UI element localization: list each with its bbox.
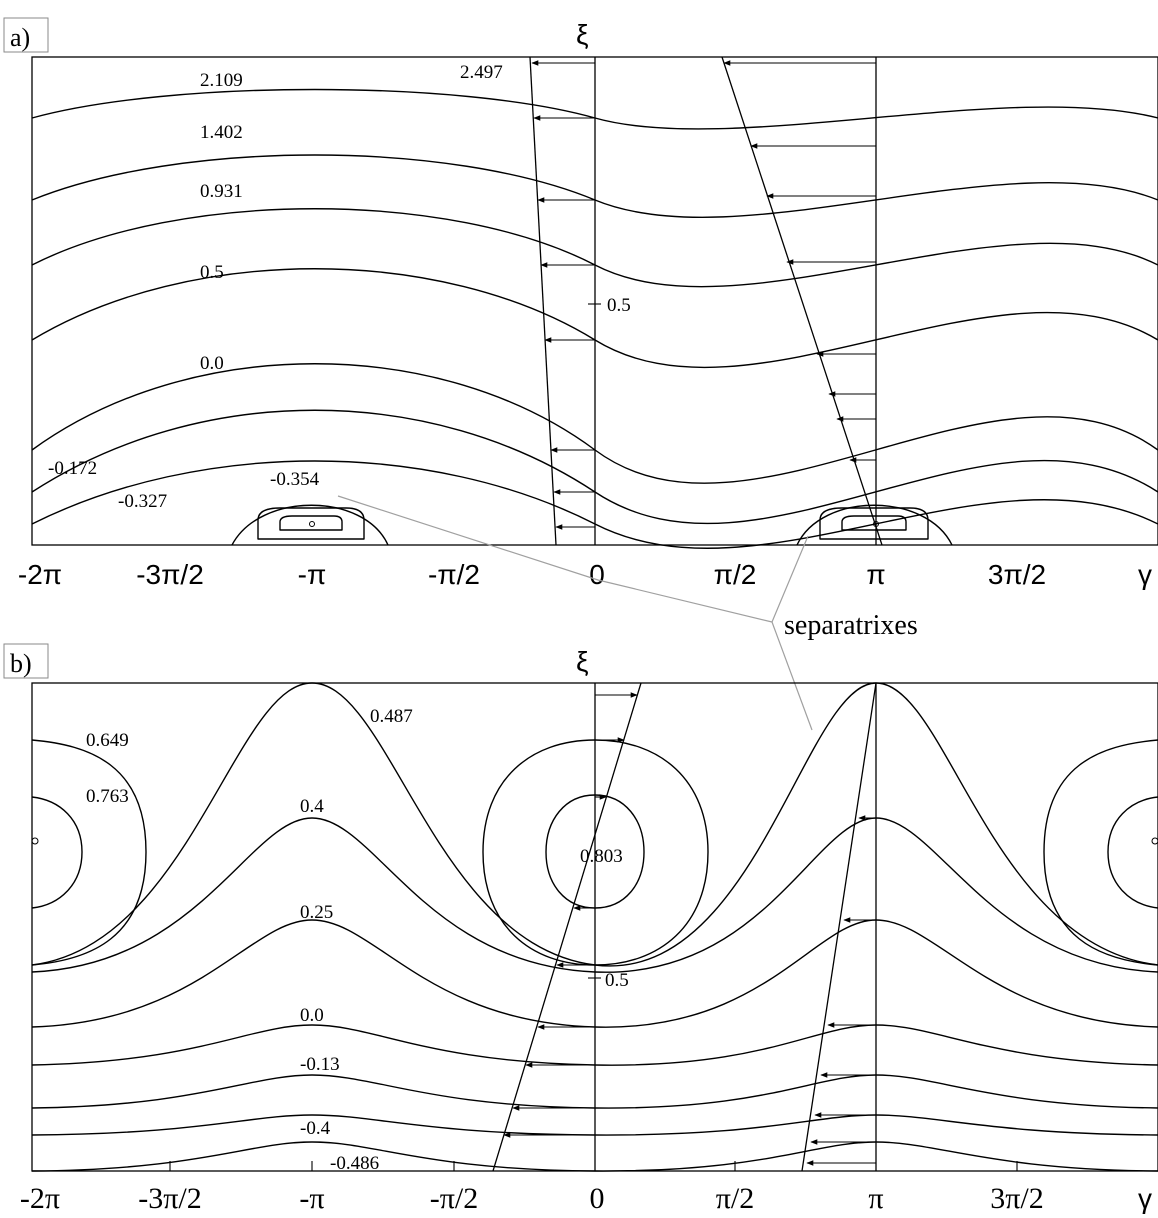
separatrixes-label: separatrixes — [784, 610, 918, 641]
panel-b-arrows — [503, 692, 876, 1166]
fixed-point — [1151, 837, 1158, 845]
panel-a-label: a) — [10, 23, 30, 52]
level-label: 0.931 — [200, 181, 243, 202]
level-curve — [31, 409, 1158, 525]
panel-b-level-labels: 0.649 0.763 0.487 0.4 0.25 0.0 -0.13 -0.… — [86, 706, 623, 1174]
panel-b-y-tick-label: 0.5 — [605, 970, 629, 991]
level-curve — [31, 460, 1158, 549]
level-label: -0.327 — [118, 491, 167, 512]
x-tick-label: 0 — [590, 1182, 605, 1215]
panel-a-x-axis-name: γ — [1138, 559, 1152, 590]
level-label: 1.402 — [200, 122, 243, 143]
separatrix-loop — [231, 504, 389, 546]
leader-line — [337, 495, 773, 623]
panel-a-y-tick-label: 0.5 — [607, 295, 631, 316]
level-curve — [31, 363, 1158, 484]
level-label: 0.0 — [200, 353, 224, 374]
level-label: -0.486 — [330, 1153, 379, 1174]
x-tick-label: π — [866, 559, 885, 590]
x-tick-label: -π/2 — [428, 559, 480, 590]
x-tick-label: -2π — [18, 559, 62, 590]
level-curve — [31, 817, 1158, 973]
level-label: 0.0 — [300, 1005, 324, 1026]
closed-orbit — [279, 515, 343, 531]
leader-line — [771, 621, 813, 731]
closed-orbit — [257, 507, 365, 540]
x-tick-label: 0 — [589, 559, 605, 590]
x-tick-label: 3π/2 — [988, 559, 1046, 590]
level-label: -0.172 — [48, 458, 97, 479]
level-curve — [31, 88, 1158, 130]
x-tick-label: -3π/2 — [138, 1182, 201, 1215]
panel-b-y-axis-name: ξ — [576, 646, 589, 677]
closed-orbit — [1043, 739, 1158, 966]
leader-line — [771, 535, 809, 623]
panel-b: b) ξ — [3, 643, 1158, 1215]
closed-orbit — [819, 507, 929, 540]
panel-a-y-axis-name: ξ — [576, 19, 589, 50]
panel-a-sweep-line-right — [721, 56, 883, 546]
x-tick-label: -π — [298, 559, 327, 590]
level-label: -0.354 — [270, 469, 320, 490]
closed-orbit — [1107, 796, 1158, 909]
level-label: -0.13 — [300, 1054, 340, 1075]
level-label: 0.5 — [200, 262, 224, 283]
level-label: 0.25 — [300, 902, 333, 923]
panel-a-level-curves — [31, 88, 1158, 549]
separatrixes-annotation: separatrixes — [337, 495, 918, 731]
panel-a-sweep-line-left — [529, 56, 557, 546]
panel-a: a) ξ — [3, 17, 1158, 590]
panel-b-label: b) — [10, 649, 32, 678]
fixed-point — [309, 521, 315, 527]
x-tick-label: π — [868, 1182, 883, 1215]
x-tick-label: 3π/2 — [990, 1182, 1043, 1215]
panel-a-x-ticks: -2π -3π/2 -π -π/2 0 π/2 π 3π/2 γ — [18, 559, 1152, 590]
panel-b-x-axis-name: γ — [1138, 1183, 1152, 1214]
panel-a-level-labels: 2.497 2.109 1.402 0.931 0.5 0.0 -0.172 -… — [48, 62, 503, 512]
closed-orbit — [31, 739, 147, 966]
level-curve — [31, 1141, 1158, 1172]
panel-b-sweep-line-right — [801, 682, 877, 1172]
x-tick-label: π/2 — [714, 559, 757, 590]
level-curve — [31, 268, 1158, 369]
panel-a-label-box — [3, 17, 49, 53]
panel-b-x-ticks: -2π -3π/2 -π -π/2 0 π/2 π 3π/2 γ — [20, 1182, 1152, 1215]
level-label: 0.803 — [580, 846, 623, 867]
level-curve — [31, 1074, 1158, 1109]
level-label: 2.109 — [200, 70, 243, 91]
level-label: 0.487 — [370, 706, 413, 727]
x-tick-label: -π/2 — [430, 1182, 478, 1215]
level-curve — [31, 208, 1158, 288]
closed-orbit — [841, 515, 907, 531]
panel-b-x-axis-ticks — [169, 1161, 1018, 1171]
level-label: 0.763 — [86, 786, 129, 807]
level-label: -0.4 — [300, 1118, 331, 1139]
x-tick-label: -π — [299, 1182, 324, 1215]
closed-orbit — [31, 796, 83, 909]
separatrix-loop — [796, 504, 953, 546]
panel-a-arrows — [531, 60, 876, 530]
x-tick-label: -2π — [20, 1182, 60, 1215]
level-label: 0.4 — [300, 796, 324, 817]
fixed-point — [31, 837, 39, 845]
level-label: 0.649 — [86, 730, 129, 751]
panel-b-sweep-line-left — [492, 682, 642, 1172]
level-label: 2.497 — [460, 62, 503, 83]
x-tick-label: π/2 — [716, 1182, 754, 1215]
x-tick-label: -3π/2 — [136, 559, 204, 590]
panel-b-label-box — [3, 643, 49, 679]
